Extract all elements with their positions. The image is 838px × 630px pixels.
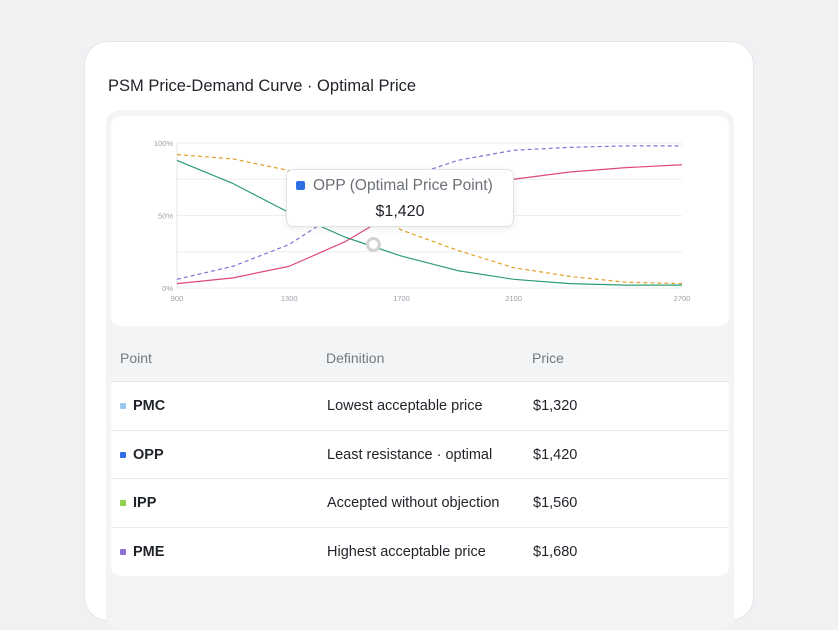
header-point: Point xyxy=(120,350,152,366)
x-tick-label: 1700 xyxy=(393,294,410,303)
point-price: $1,680 xyxy=(533,544,578,561)
price-demand-chart: 0% 50% 100% 900 1300 1700 2100 2700 xyxy=(154,139,691,303)
chart-tooltip: OPP (Optimal Price Point) $1,420 xyxy=(286,169,514,227)
tooltip-swatch xyxy=(296,181,305,190)
table-row[interactable]: PMC Lowest acceptable price $1,320 xyxy=(111,382,729,431)
point-swatch xyxy=(120,549,126,556)
point-definition: Least resistance · optimal xyxy=(327,446,493,463)
chart-area: 0% 50% 100% 900 1300 1700 2100 2700 OPP (Optima… xyxy=(111,116,729,326)
series-line-2 xyxy=(176,159,682,286)
point-name: IPP xyxy=(133,495,157,512)
point-price: $1,320 xyxy=(533,398,578,414)
point-definition: Accepted without objection xyxy=(327,495,500,512)
chart-card: PSM Price-Demand Curve · Optimal Price 0… xyxy=(84,41,754,630)
card-body: 0% 50% 100% 900 1300 1700 2100 2700 OPP (Optima… xyxy=(106,110,734,630)
series-line-1 xyxy=(176,154,683,285)
x-tick-label: 1300 xyxy=(281,294,298,303)
table-row[interactable]: PME Highest acceptable price $1,680 xyxy=(111,528,729,576)
point-swatch xyxy=(120,403,126,409)
header-price: Price xyxy=(532,350,564,366)
y-tick-label: 100% xyxy=(154,139,174,148)
point-swatch xyxy=(120,500,126,507)
table-row[interactable]: OPP Least resistance · optimal $1,420 xyxy=(111,431,729,480)
point-name: OPP xyxy=(133,446,164,463)
table-row[interactable]: IPP Accepted without objection $1,560 xyxy=(111,479,729,529)
highlight-point xyxy=(365,237,381,252)
point-name: PMC xyxy=(133,398,166,414)
point-name: PME xyxy=(133,544,165,561)
x-tick-label: 2700 xyxy=(674,294,691,303)
table-header: Point Definition Price xyxy=(111,334,729,382)
point-definition: Lowest acceptable price xyxy=(327,398,483,414)
series-line-3 xyxy=(176,145,682,280)
header-definition: Definition xyxy=(326,350,385,366)
point-price: $1,420 xyxy=(533,446,578,463)
point-swatch xyxy=(120,451,126,458)
x-tick-label: 2100 xyxy=(505,294,522,303)
y-tick-label: 50% xyxy=(158,212,173,221)
tooltip-value: $1,420 xyxy=(375,203,425,220)
x-tick-label: 900 xyxy=(171,294,184,303)
point-definition: Highest acceptable price xyxy=(327,544,486,561)
y-tick-label: 0% xyxy=(162,284,173,293)
tooltip-label: OPP (Optimal Price Point) xyxy=(313,177,493,194)
card-title: PSM Price-Demand Curve · Optimal Price xyxy=(108,77,417,95)
point-price: $1,560 xyxy=(533,495,578,512)
price-points-table: Point Definition Price PMC Lowest accept… xyxy=(111,334,729,576)
